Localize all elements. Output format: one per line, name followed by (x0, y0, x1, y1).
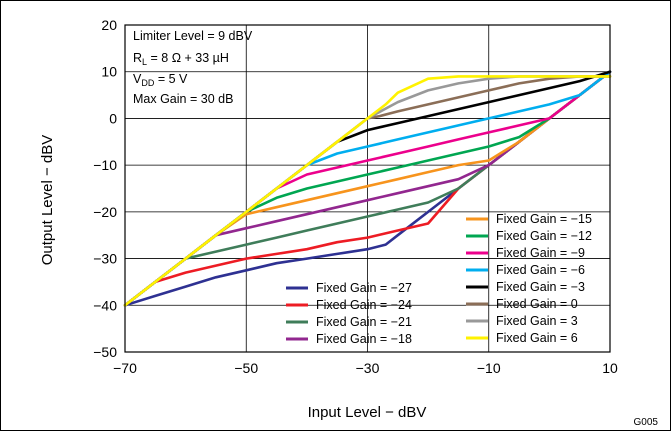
grid-lines (125, 25, 610, 352)
legend-label: Fixed Gain = −12 (496, 229, 592, 243)
y-tick-label: −50 (93, 344, 117, 360)
legend-label: Fixed Gain = 3 (496, 314, 578, 328)
legend-label: Fixed Gain = −18 (316, 332, 412, 346)
legend-label: Fixed Gain = −3 (496, 280, 585, 294)
x-tick-label: −10 (477, 360, 501, 376)
annotation-load-value: = 8 Ω + 33 µH (147, 51, 229, 65)
annotation-supply-subscript: DD (141, 78, 154, 88)
y-tick-label: 20 (101, 17, 117, 33)
y-tick-label: 0 (109, 110, 117, 126)
legend-label: Fixed Gain = −6 (496, 263, 585, 277)
annotation-supply: VDD = 5 V (133, 72, 188, 88)
annotation-limiter: Limiter Level = 9 dBV (133, 29, 253, 43)
legend-label: Fixed Gain = −15 (496, 212, 592, 226)
legend-left: Fixed Gain = −27 Fixed Gain = −24 Fixed Ga… (286, 281, 412, 346)
legend-label: Fixed Gain = 0 (496, 297, 578, 311)
y-tick-label: −20 (93, 204, 117, 220)
annotation-load-subscript: L (142, 57, 147, 67)
x-tick-label: −50 (234, 360, 258, 376)
annotation-load: RL = 8 Ω + 33 µH (133, 51, 229, 67)
x-axis-label: Input Level − dBV (308, 404, 427, 421)
legend-label: Fixed Gain = −24 (316, 298, 412, 312)
y-tick-labels: 20 10 0 −10 −20 −30 −40 −50 (93, 17, 117, 360)
figure-code: G005 (634, 417, 659, 428)
annotation-load-symbol: R (133, 51, 142, 65)
legend-label: Fixed Gain = −21 (316, 315, 412, 329)
x-tick-label: −30 (356, 360, 380, 376)
y-tick-label: −30 (93, 251, 117, 267)
annotation-maxgain: Max Gain = 30 dB (133, 92, 233, 106)
x-tick-label: 10 (602, 360, 618, 376)
y-tick-label: 10 (101, 64, 117, 80)
series-layer (123, 70, 612, 307)
plot-border (124, 24, 611, 353)
legend-right: Fixed Gain = −15 Fixed Gain = −12 Fixed Ga… (466, 212, 592, 345)
y-tick-label: −40 (93, 297, 117, 313)
annotation-supply-value: = 5 V (154, 72, 188, 86)
annotation-supply-symbol: V (133, 72, 142, 86)
y-axis-label: Output Level − dBV (39, 135, 56, 266)
legend-label: Fixed Gain = −27 (316, 281, 412, 295)
y-tick-label: −10 (93, 157, 117, 173)
annotation-block: Limiter Level = 9 dBV RL = 8 Ω + 33 µH V… (133, 29, 253, 106)
legend-label: Fixed Gain = 6 (496, 331, 578, 345)
legend-label: Fixed Gain = −9 (496, 246, 585, 260)
x-tick-labels: −70 −50 −30 −10 10 (113, 360, 618, 376)
x-tick-label: −70 (113, 360, 137, 376)
series-line-11 (123, 75, 612, 307)
